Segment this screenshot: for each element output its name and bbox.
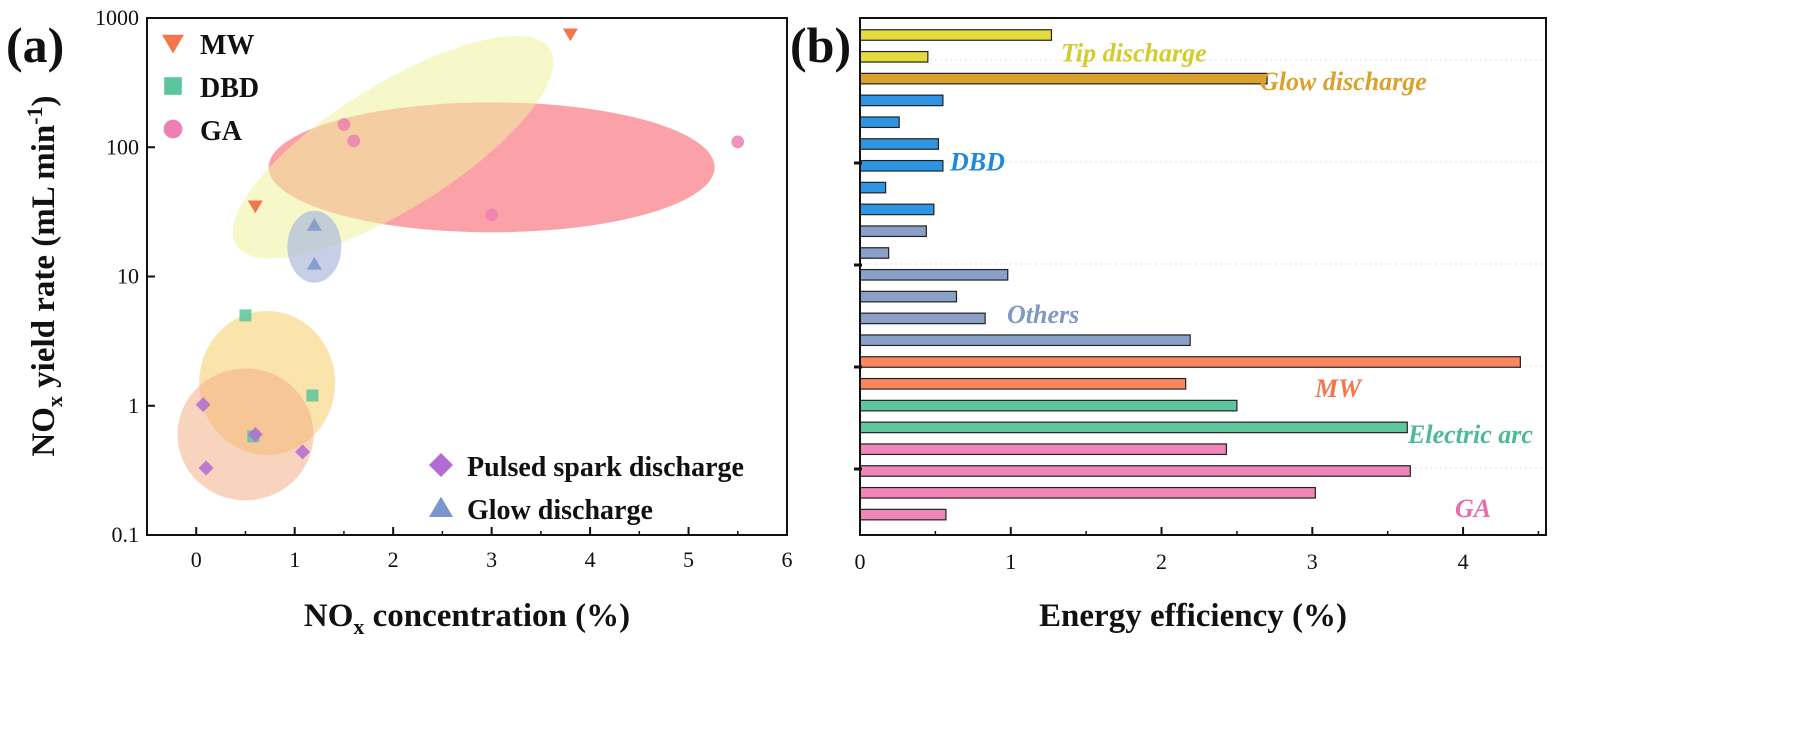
bar [859, 334, 1191, 347]
bar [859, 225, 927, 238]
y-tick-label: 10 [117, 264, 139, 289]
axes-b: 0 1 2 3 4 [854, 161, 1540, 574]
data-point [485, 208, 498, 222]
x-tick-label: 4 [1458, 549, 1469, 574]
bar [859, 29, 1053, 41]
bar [859, 399, 1238, 412]
group-label: Glow discharge [1260, 67, 1427, 96]
legend-label: DBD [200, 73, 259, 104]
legend-label: Pulsed spark discharge [467, 452, 744, 483]
bar [859, 247, 890, 259]
panel-a-label: (a) [6, 17, 64, 73]
bar [859, 72, 1268, 85]
data-point [731, 135, 745, 149]
group-label: Others [1007, 300, 1079, 329]
bar [859, 268, 1009, 281]
legend-label: MW [200, 30, 254, 61]
x-tick-label: 4 [585, 547, 596, 572]
y-axis-label-a: NOx yield rate (mL min-1) [22, 95, 67, 456]
data-point [306, 256, 322, 270]
bar [859, 486, 1316, 499]
data-point [195, 397, 211, 413]
bar [859, 138, 940, 150]
shaded-regions [177, 36, 715, 501]
group-label: GA [1455, 494, 1491, 523]
data-point [247, 200, 263, 214]
bar [859, 50, 929, 63]
group-label: Electric arc [1407, 420, 1533, 449]
legend-marker [163, 119, 183, 139]
y-tick-label: 100 [106, 134, 139, 159]
group-label: DBD [949, 147, 1005, 176]
bar [859, 443, 1227, 456]
group-labels: Tip discharge Glow discharge DBD Others MW El… [949, 38, 1533, 523]
data-point [295, 444, 311, 460]
legend-label: Glow discharge [467, 495, 653, 526]
scatter-panel-a: (a) 0 1 2 3 4 5 6 0.1 1 10 100 1000 MW DBD GA Pulsed s… [6, 5, 793, 639]
bar-panel-b: (b) 0 1 2 3 4 Tip discharge Glow discharge DBD… [790, 17, 1547, 634]
x-axis-label-b: Energy efficiency (%) [1039, 598, 1347, 634]
x-tick-label: 1 [289, 547, 300, 572]
y-tick-label: 1 [128, 393, 139, 418]
data-point [306, 217, 322, 231]
x-tick-label: 1 [1005, 549, 1016, 574]
x-tick-label: 2 [1156, 549, 1167, 574]
bar [859, 356, 1521, 368]
data-point [198, 460, 214, 476]
data-point [306, 389, 319, 402]
group-label: MW [1314, 374, 1363, 403]
panel-b-label: (b) [790, 17, 851, 73]
y-tick-label: 1000 [95, 5, 139, 30]
data-points [195, 28, 745, 476]
bar [859, 116, 900, 129]
shaded-region [287, 210, 342, 283]
plot-frame-b [859, 17, 1547, 536]
bar [859, 181, 887, 194]
shaded-region [177, 368, 314, 501]
data-point [562, 28, 578, 42]
bar [859, 312, 986, 325]
bar [859, 377, 1187, 390]
bar [859, 421, 1408, 434]
y-tick-label: 0.1 [112, 522, 140, 547]
data-point [247, 426, 263, 442]
bar [859, 508, 947, 521]
data-point [337, 118, 351, 131]
x-axis-label-a: NOx concentration (%) [304, 598, 630, 639]
legend-marker [164, 77, 182, 95]
legend-marker [429, 453, 453, 477]
axes-a: 0 1 2 3 4 5 6 0.1 1 10 100 1000 [95, 5, 793, 572]
x-tick-label: 6 [782, 547, 793, 572]
shaded-region [232, 36, 554, 259]
data-point [239, 309, 252, 322]
bar [859, 159, 944, 172]
x-tick-label: 3 [1307, 549, 1318, 574]
x-tick-label: 0 [191, 547, 202, 572]
x-tick-label: 2 [388, 547, 399, 572]
bar [859, 290, 958, 303]
data-point [347, 134, 361, 148]
legend-label: GA [200, 116, 243, 147]
legend-a: MW DBD GA Pulsed spark discharge Glow discha… [162, 30, 744, 526]
bar [859, 203, 935, 216]
bar [859, 94, 944, 107]
legend-marker [429, 496, 453, 517]
legend-marker [162, 34, 184, 54]
x-tick-label: 3 [486, 547, 497, 572]
x-tick-label: 5 [683, 547, 694, 572]
bar [859, 465, 1411, 477]
x-tick-label: 0 [855, 549, 866, 574]
group-label: Tip discharge [1061, 38, 1207, 67]
